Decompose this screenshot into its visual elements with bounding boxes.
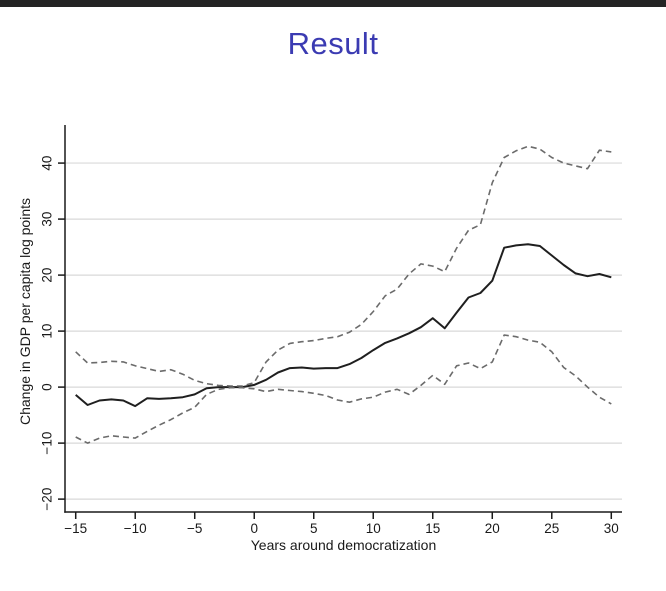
- series-confidence-band-lower: [75, 334, 612, 444]
- y-tick-label: 20: [40, 268, 55, 283]
- series-confidence-band-upper: [75, 145, 612, 387]
- y-axis-title: Change in GDP per capita log points: [17, 198, 33, 425]
- x-tick-label: 10: [366, 521, 381, 536]
- y-tick-label: 0: [40, 383, 55, 391]
- x-tick-label: 20: [485, 521, 500, 536]
- top-bar: [0, 0, 666, 7]
- x-tick-label: 0: [250, 521, 258, 536]
- x-tick-label: −10: [124, 521, 147, 536]
- x-axis-title: Years around democratization: [251, 537, 437, 553]
- x-tick-label: −5: [187, 521, 202, 536]
- x-tick-label: 15: [425, 521, 440, 536]
- x-tick-label: 30: [604, 521, 619, 536]
- slide-title: Result: [287, 26, 379, 61]
- y-tick-label: 30: [40, 212, 55, 227]
- series-point-estimate: [75, 243, 612, 408]
- y-tick-label: −20: [40, 488, 55, 511]
- y-tick-label: 40: [40, 156, 55, 171]
- y-tick-label: −10: [40, 432, 55, 455]
- x-tick-label: −15: [64, 521, 87, 536]
- x-tick-label: 5: [310, 521, 318, 536]
- x-tick-label: 25: [544, 521, 559, 536]
- y-tick-label: 10: [40, 324, 55, 339]
